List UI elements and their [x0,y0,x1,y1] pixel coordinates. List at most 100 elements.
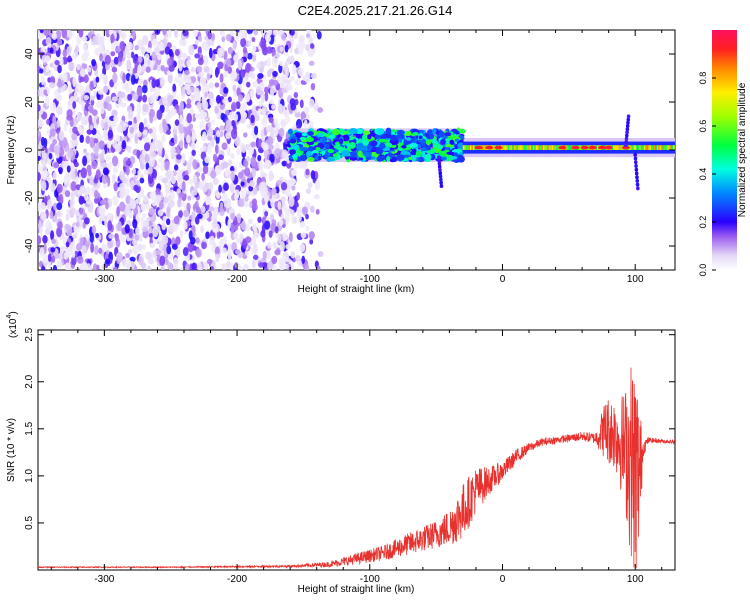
spectrogram-cell [167,58,172,67]
spectrogram-cell [285,208,291,219]
spectrogram-cell [444,132,452,137]
spectrogram-cell [202,42,209,52]
spectrogram-cell [287,84,293,91]
spectrogram-cell [231,128,238,140]
spectrogram-cell [83,217,90,225]
spectrogram-cell [349,141,356,149]
spectrogram-cell [186,98,192,105]
spectrogram-cell [38,145,42,156]
spectrogram-cell [251,259,256,269]
spectrogram-cell [117,124,123,133]
spectrogram-cell [280,88,287,94]
spectrogram-cell [438,151,445,156]
spectrogram-cell [674,145,675,150]
spectrogram-cell [49,210,54,219]
spectrogram-cell [91,224,97,235]
spectrogram-cell [205,231,210,239]
spectrogram-cell [250,114,255,124]
spectrogram-cell [274,226,279,234]
spectrogram-cell [132,245,139,255]
x-tick-label: 100 [627,274,644,285]
spectrogram-cell [625,124,630,128]
spectrogram-cell [54,60,60,66]
spectrogram-cell [179,100,185,112]
spectrogram-cell [130,51,135,59]
spectrogram-cell [384,142,393,148]
spectrogram-cell [72,233,78,239]
spectrogram-cell [451,156,458,160]
spectrogram-cell [195,80,200,87]
spectrogram-cell [636,145,639,150]
spectrogram-cell [204,91,208,98]
spectrogram-cell [208,91,214,100]
spectrogram-cell [156,53,162,61]
spectrogram-cell [50,230,55,241]
spectrogram-cell [305,188,312,194]
spectrogram-cell [271,187,277,196]
spectrogram-cell [65,30,72,38]
spectrogram-cell [107,129,114,139]
spectrogram-cell [244,72,249,81]
spectrogram-cell [111,173,116,184]
spectrogram-cell [208,206,215,212]
bottom-x-axis-label: Height of straight line (km) [298,584,415,595]
colorbar-gradient [712,30,737,270]
spectrogram-cell [149,112,154,124]
spectrogram-cell [113,56,119,65]
spectrogram-cell [515,145,518,150]
spectrogram-cell [276,72,281,82]
spectrogram-cell [178,210,183,218]
spectrogram-cell [246,81,251,88]
spectrogram-cell [226,146,231,156]
spectrogram-cell [132,239,138,246]
spectrogram-cell [40,211,47,222]
spectrogram-cell [95,232,100,239]
y-scale-factor-exponent: 4 [6,315,13,319]
spectrogram-cell [629,145,631,150]
spectrogram-cell [164,186,171,195]
spectrogram-cell [242,101,247,112]
spectrogram-cell [81,53,88,62]
spectrogram-cell [204,264,209,270]
spectrogram-cell [523,145,526,150]
x-tick-label: -100 [360,574,380,585]
spectrogram-cell [247,218,253,225]
spectrogram-cell [378,138,387,143]
spectrogram-cell [288,231,293,243]
spectrogram-cell [264,220,271,230]
spectrogram-cell [171,243,178,250]
spectrogram-cell [640,145,643,150]
spectrogram-cell [172,83,177,93]
spectrogram-cell [195,206,201,214]
spectrogram-cell [180,52,187,58]
spectrogram-cell [162,235,169,245]
spectrogram-cell [643,145,646,150]
spectrogram-cell [136,113,141,122]
spectrogram-cell [251,36,256,43]
spectrogram-cell [223,50,228,61]
spectrogram-cell [38,104,41,112]
spectrogram-cell [324,151,329,159]
spectrogram-cell [525,145,528,150]
spectrogram-cell [341,149,350,157]
spectrogram-cell [459,128,466,134]
spectrogram-cell [140,188,145,198]
spectrogram-cell [278,60,284,67]
spectrogram-cell [112,195,119,206]
spectrogram-cell [143,195,149,202]
spectrogram-cell [215,164,222,176]
spectrogram-cell [40,202,46,210]
spectrogram-cell [305,213,309,220]
spectrogram-cell [61,30,68,39]
spectrogram-cell [63,174,68,185]
spectrogram-cell [305,137,314,142]
spectrogram-cell [396,129,406,136]
spectrogram-cell [104,54,111,65]
spectrogram-cell [418,135,423,140]
spectrogram-cell [166,245,172,255]
spectrogram-cell [220,112,225,121]
spectrogram-cell [438,174,443,179]
spectrogram-cell [167,72,173,84]
y-tick-label: 0 [24,147,35,153]
spectrogram-cell [244,249,249,256]
